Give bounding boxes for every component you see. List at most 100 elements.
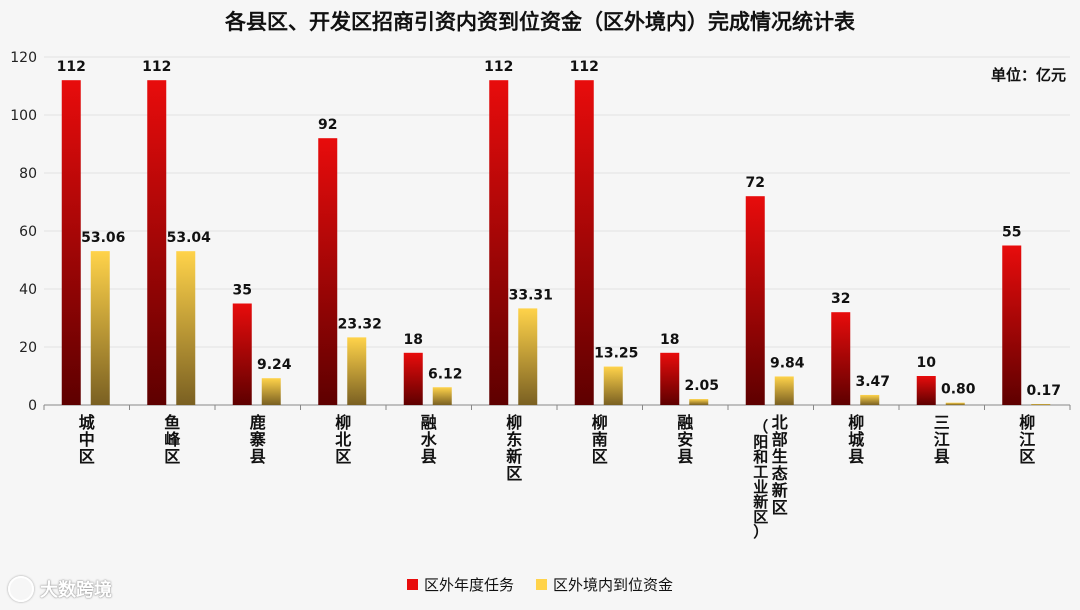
bar-funds	[176, 251, 196, 405]
x-category-label: 南	[592, 430, 608, 449]
x-category-label: 北	[772, 413, 788, 432]
data-label-funds: 23.32	[338, 316, 382, 332]
x-category-sublabel: 区	[753, 508, 768, 526]
x-category-label: 柳	[1019, 413, 1035, 432]
x-category-sublabel: 和	[753, 448, 768, 466]
bar-funds	[1031, 404, 1051, 405]
bar-funds	[860, 394, 880, 405]
bar-funds	[603, 366, 623, 405]
bar-funds	[432, 387, 452, 405]
data-label-funds: 9.24	[257, 357, 292, 373]
bar-task	[61, 80, 81, 405]
legend-swatch-task	[406, 579, 418, 590]
x-category-label: 区	[592, 447, 608, 466]
x-category-sublabel: ）	[753, 523, 768, 541]
bar-task	[1002, 245, 1022, 405]
bar-funds	[347, 337, 367, 405]
y-tick-label: 40	[19, 282, 37, 298]
x-category-label: 区	[506, 464, 522, 483]
x-category-label: 融	[677, 413, 693, 432]
x-category-label: 县	[848, 447, 864, 466]
bar-task	[232, 303, 252, 405]
x-category-sublabel: 业	[753, 478, 768, 496]
data-label-task: 112	[484, 59, 513, 75]
x-category-label: 江	[934, 430, 950, 449]
x-category-label: 鱼	[164, 413, 180, 432]
data-label-task: 10	[917, 355, 937, 371]
data-label-funds: 0.17	[1026, 383, 1061, 399]
x-category-label: 态	[772, 464, 788, 483]
bar-task	[147, 80, 167, 405]
y-axis: 0 20 40 60 80 100 120	[10, 50, 37, 414]
data-label-funds: 13.25	[594, 346, 638, 362]
bar-task	[916, 376, 936, 405]
data-label-funds: 6.12	[428, 366, 463, 382]
legend-swatch-funds	[536, 579, 547, 590]
x-category-label: 安	[677, 430, 693, 449]
x-category-label: 鹿	[250, 413, 266, 432]
x-category-label: 城	[848, 430, 864, 449]
data-label-task: 112	[570, 59, 599, 75]
x-category-label: 水	[421, 430, 438, 449]
x-category-label: 柳	[848, 413, 864, 432]
x-category-label: 部	[772, 430, 788, 449]
x-category-label: 区	[79, 447, 95, 466]
x-category-sublabel: 阳	[753, 433, 768, 451]
x-category-label: 县	[934, 447, 950, 466]
legend-label-funds: 区外境内到位资金	[553, 576, 674, 594]
data-label-funds: 3.47	[855, 374, 890, 390]
data-label-task: 18	[660, 332, 679, 348]
data-label-task: 112	[57, 59, 86, 75]
x-axis: 城中区鱼峰区鹿寨县柳北区融水县柳东新区柳南区融安县北部生态新区（阳和工业新区）柳…	[43, 405, 1071, 541]
x-category-label: 生	[772, 447, 788, 466]
x-category-label: 三	[934, 413, 950, 432]
x-category-label: 峰	[164, 430, 181, 449]
legend-label-task: 区外年度任务	[423, 576, 514, 594]
data-label-funds: 2.05	[684, 378, 719, 394]
data-label-task: 112	[142, 59, 171, 75]
x-category-label: 新	[506, 447, 522, 466]
legend-item-funds: 区外境内到位资金	[536, 574, 673, 595]
data-label-funds: 33.31	[509, 287, 553, 303]
unit-label: 单位：亿元	[990, 66, 1066, 84]
x-category-label: 柳	[506, 413, 522, 432]
bar-funds	[518, 308, 538, 405]
bar-task	[831, 312, 851, 405]
x-category-label: 城	[79, 413, 95, 432]
bar-funds	[774, 376, 794, 405]
data-label-funds: 53.04	[167, 230, 212, 246]
bar-task	[745, 196, 765, 405]
x-category-label: 江	[1019, 430, 1035, 449]
y-tick-label: 80	[19, 166, 37, 182]
data-label-funds: 9.84	[770, 355, 805, 371]
data-label-task: 55	[1002, 225, 1021, 241]
x-category-label: 寨	[249, 430, 266, 449]
bar-task	[489, 80, 509, 405]
bars	[61, 80, 1051, 405]
x-category-sublabel: 工	[753, 463, 768, 481]
bar-funds	[689, 399, 709, 405]
x-category-label: 中	[79, 430, 95, 449]
bar-task	[318, 138, 338, 405]
legend: 区外年度任务 区外境内到位资金	[0, 574, 1080, 595]
data-label-task: 18	[404, 332, 423, 348]
data-label-funds: 0.80	[941, 382, 976, 398]
x-category-label: 柳	[592, 413, 608, 432]
bar-funds	[90, 251, 110, 405]
bar-funds	[945, 402, 965, 405]
logo-icon	[8, 576, 34, 602]
x-category-label: 柳	[335, 413, 351, 432]
x-category-sublabel: 新	[753, 493, 768, 511]
x-category-label: 区	[164, 447, 180, 466]
bar-task	[660, 352, 680, 405]
data-label-funds: 53.06	[81, 230, 125, 246]
x-category-label: 新	[772, 481, 788, 500]
x-category-label: 县	[421, 447, 437, 466]
bar-task	[403, 352, 423, 405]
x-category-label: 区	[772, 498, 788, 517]
x-category-label: 东	[506, 430, 522, 449]
data-labels: 112 53.06 112 53.04 35 9.24 92 23.32 18 6.12 112 33…	[57, 59, 1061, 399]
x-category-label: 区	[335, 447, 351, 466]
y-tick-label: 0	[28, 398, 37, 414]
